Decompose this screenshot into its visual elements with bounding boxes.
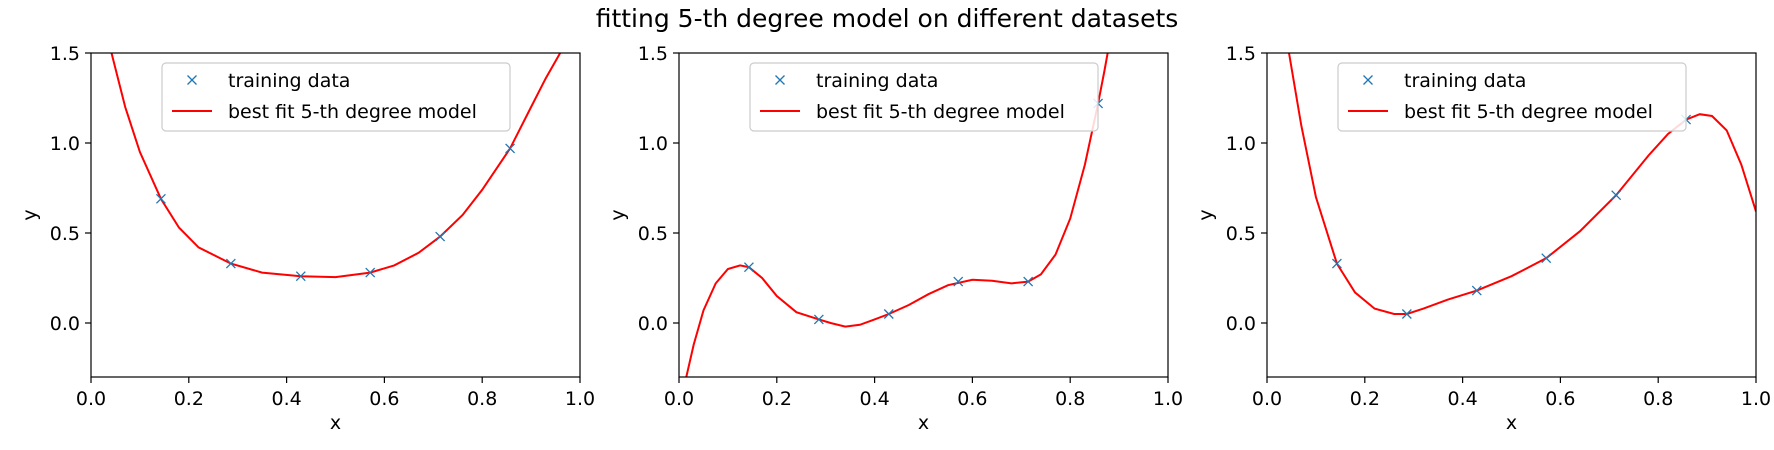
axes-frame: [1266, 52, 1757, 378]
x-tick-label: 0.6: [957, 388, 987, 410]
x-axis-label: x: [918, 412, 929, 434]
x-tick-label: 0.0: [664, 388, 694, 410]
training-data-point: [155, 193, 166, 204]
legend-box: [749, 62, 1099, 132]
y-tick-label: 0.0: [638, 313, 668, 335]
x-tick-label: 0.8: [1055, 388, 1085, 410]
subplot-1: 0.0 0.2 0.4 0.6 0.8 1.0 0.0 0.5 1.0 1.5 x y training…: [19, 43, 595, 434]
legend-label-fit-model: best fit 5-th degree model: [1404, 101, 1653, 123]
x-tick-label: 0.4: [271, 388, 301, 410]
training-data-point: [1541, 253, 1552, 264]
legend: training data best fit 5-th degree model: [749, 62, 1099, 132]
training-data-point: [1611, 190, 1622, 201]
y-tick-label: 1.5: [1226, 43, 1256, 65]
y-axis-label: y: [19, 209, 41, 220]
x-tick-label: 0.2: [1350, 388, 1380, 410]
x-tick-label: 0.8: [1643, 388, 1673, 410]
x-tick-label: 0.4: [1447, 388, 1477, 410]
legend: training data best fit 5-th degree model: [161, 62, 511, 132]
training-data-point: [1401, 309, 1412, 319]
x-tick-label: 0.6: [369, 388, 399, 410]
x-tick-label: 0.4: [859, 388, 889, 410]
legend: training data best fit 5-th degree model: [1337, 62, 1687, 132]
y-tick-label: 0.0: [1226, 313, 1256, 335]
training-data-point: [953, 276, 964, 287]
y-tick-label: 1.5: [638, 43, 668, 65]
axes-frame: [678, 52, 1169, 378]
legend-marker-training-data: [187, 75, 197, 85]
legend-label-training-data: training data: [228, 70, 350, 92]
legend-label-training-data: training data: [816, 70, 938, 92]
fit-curve-line: [1288, 53, 1756, 315]
training-data-point: [225, 258, 236, 269]
training-data-point: [883, 309, 894, 319]
x-tick-label: 0.6: [1545, 388, 1575, 410]
training-data-point: [295, 271, 306, 282]
x-tick-label: 0.2: [762, 388, 792, 410]
legend-box: [161, 62, 511, 132]
training-data-point: [365, 267, 376, 278]
training-data-point: [505, 143, 516, 154]
figure-title: fitting 5-th degree model on different d…: [595, 4, 1179, 33]
y-tick-label: 0.5: [50, 223, 80, 245]
training-data-point: [1471, 285, 1482, 296]
x-tick-label: 0.0: [1252, 388, 1282, 410]
subplot-2: 0.0 0.2 0.4 0.6 0.8 1.0 0.0 0.5 1.0 1.5 x y training…: [607, 43, 1183, 434]
x-tick-label: 1.0: [1153, 388, 1183, 410]
y-axis-label: y: [607, 209, 629, 220]
legend-box: [1337, 62, 1687, 132]
x-axis-label: x: [1506, 412, 1517, 434]
training-data-point: [1023, 276, 1034, 287]
y-tick-label: 0.0: [50, 313, 80, 335]
legend-label-training-data: training data: [1404, 70, 1526, 92]
training-data-point: [813, 314, 824, 325]
y-tick-label: 1.0: [638, 133, 668, 155]
y-tick-label: 1.0: [1226, 133, 1256, 155]
y-axis-label: y: [1195, 209, 1217, 220]
training-data-point: [743, 262, 754, 273]
x-axis-label: x: [330, 412, 341, 434]
axes-frame: [90, 52, 581, 378]
fit-curve-line: [110, 53, 562, 279]
x-tick-label: 1.0: [565, 388, 595, 410]
legend-marker-training-data: [775, 75, 785, 85]
x-tick-label: 0.0: [76, 388, 106, 410]
y-tick-label: 1.0: [50, 133, 80, 155]
y-tick-label: 1.5: [50, 43, 80, 65]
legend-label-fit-model: best fit 5-th degree model: [816, 101, 1065, 123]
x-tick-label: 1.0: [1741, 388, 1771, 410]
x-tick-label: 0.8: [467, 388, 497, 410]
y-tick-label: 0.5: [1226, 223, 1256, 245]
fit-curve-line: [685, 53, 1109, 377]
legend-marker-training-data: [1363, 75, 1373, 85]
legend-label-fit-model: best fit 5-th degree model: [228, 101, 477, 123]
y-tick-label: 0.5: [638, 223, 668, 245]
training-data-point: [1331, 258, 1342, 269]
x-tick-label: 0.2: [174, 388, 204, 410]
training-data-point: [435, 231, 446, 242]
subplot-3: 0.0 0.2 0.4 0.6 0.8 1.0 0.0 0.5 1.0 1.5 x y training…: [1195, 43, 1771, 434]
